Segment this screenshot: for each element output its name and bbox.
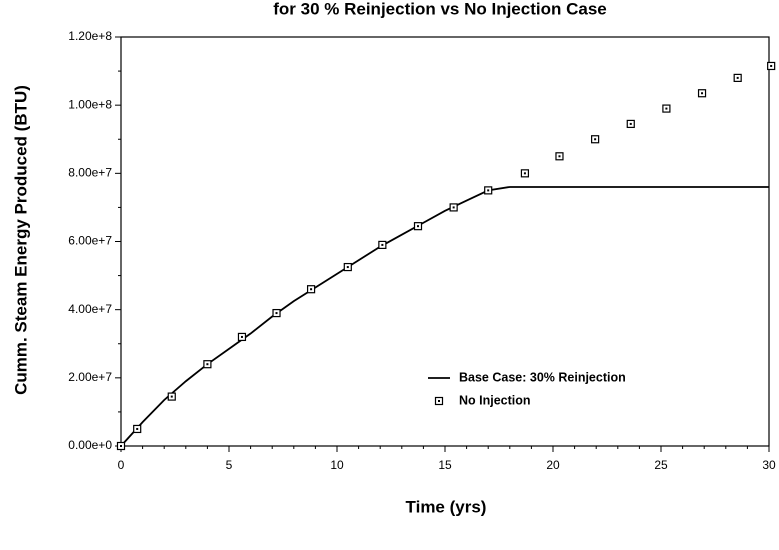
marker [626, 119, 635, 129]
x-axis-label: Time (yrs) [406, 497, 487, 516]
marker [203, 360, 212, 369]
marker [484, 186, 493, 195]
x-tick-label: 10 [330, 458, 344, 472]
marker [237, 332, 247, 342]
marker [413, 222, 423, 231]
x-tick-label: 20 [546, 458, 560, 472]
y-tick-label: 0.00e+0 [68, 438, 112, 452]
legend-label: No Injection [459, 393, 531, 407]
y-tick-label: 1.20e+8 [68, 29, 112, 43]
marker [449, 203, 458, 212]
chart-title: for 30 % Reinjection vs No Injection Cas… [273, 0, 606, 18]
marker [733, 73, 742, 83]
series-line [120, 186, 769, 447]
marker [591, 135, 600, 144]
marker [555, 152, 564, 161]
legend-marker [434, 396, 444, 406]
marker [662, 104, 671, 113]
y-tick-label: 2.00e+7 [68, 370, 112, 384]
marker [520, 169, 530, 178]
y-tick-label: 1.00e+8 [68, 97, 112, 111]
x-tick-label: 15 [438, 458, 452, 472]
marker [116, 441, 126, 451]
plot-frame [120, 36, 770, 447]
marker [167, 392, 176, 401]
x-tick-label: 30 [762, 458, 776, 472]
x-tick-label: 0 [118, 458, 125, 472]
y-tick-label: 4.00e+7 [68, 302, 112, 316]
y-axis-label: Cumm. Steam Energy Produced (BTU) [11, 85, 30, 395]
x-tick-label: 5 [226, 458, 233, 472]
marker [306, 285, 316, 294]
marker [378, 240, 387, 250]
marker [343, 262, 352, 272]
x-tick-label: 25 [654, 458, 668, 472]
y-tick-label: 6.00e+7 [68, 234, 112, 248]
marker [133, 424, 142, 434]
marker [767, 61, 776, 71]
marker [697, 89, 707, 98]
marker [272, 308, 281, 318]
legend-label: Base Case: 30% Reinjection [459, 370, 626, 384]
y-tick-label: 8.00e+7 [68, 166, 112, 180]
